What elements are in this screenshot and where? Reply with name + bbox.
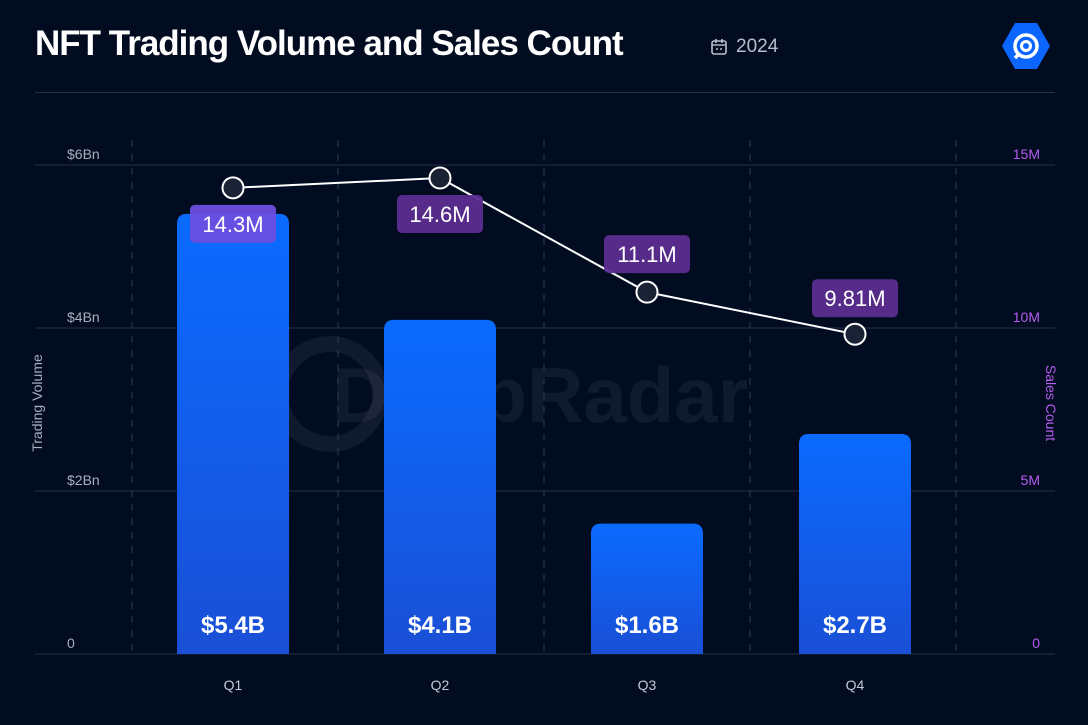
sales-count-label-bg	[812, 279, 898, 318]
y-axis-label: Trading Volume	[29, 354, 45, 452]
sales-count-line	[232, 177, 856, 336]
sales-count-label: 9.81M	[824, 286, 885, 311]
x-tick-label: Q4	[846, 677, 865, 693]
sales-count-label-bg	[397, 195, 483, 234]
sales-count-point	[635, 280, 659, 304]
sales-count-label: 14.3M	[202, 212, 263, 237]
bar-q4	[799, 433, 911, 654]
y-tick-label: 0	[67, 635, 75, 651]
bar-q2	[384, 319, 496, 654]
sales-count-point	[221, 176, 245, 200]
sales-count-label-bg	[190, 204, 276, 243]
sales-count-label: 14.6M	[409, 202, 470, 227]
y-tick-label: $6Bn	[67, 146, 100, 162]
y2-tick-label: 5M	[1021, 472, 1040, 488]
y2-tick-label: 15M	[1013, 146, 1040, 162]
bar-value-label: $4.1B	[408, 612, 472, 639]
bar-value-label: $2.7B	[823, 612, 887, 639]
bar-q1	[177, 213, 289, 654]
bar-value-label: $5.4B	[201, 612, 265, 639]
x-tick-label: Q1	[224, 677, 243, 693]
header-divider	[35, 92, 1055, 93]
y2-axis-label: Sales Count	[1043, 365, 1059, 441]
y2-tick-label: 10M	[1013, 309, 1040, 325]
calendar-icon	[711, 39, 727, 55]
x-tick-label: Q2	[431, 677, 450, 693]
sales-count-label-bg	[604, 235, 690, 274]
sales-count-point	[843, 322, 867, 346]
date-text: 2024	[736, 36, 779, 57]
sales-count-label: 11.1M	[617, 242, 677, 267]
dappradar-logo-icon	[1002, 23, 1050, 69]
y2-tick-label: 0	[1032, 635, 1040, 651]
date-label: 2024	[710, 36, 778, 58]
y-tick-label: $4Bn	[67, 309, 100, 325]
page-title: NFT Trading Volume and Sales Count	[35, 24, 624, 63]
x-tick-label: Q3	[638, 677, 657, 693]
sales-count-point	[428, 166, 452, 190]
bar-q3	[591, 523, 703, 654]
y-tick-label: $2Bn	[67, 472, 100, 488]
bar-value-label: $1.6B	[615, 612, 679, 639]
